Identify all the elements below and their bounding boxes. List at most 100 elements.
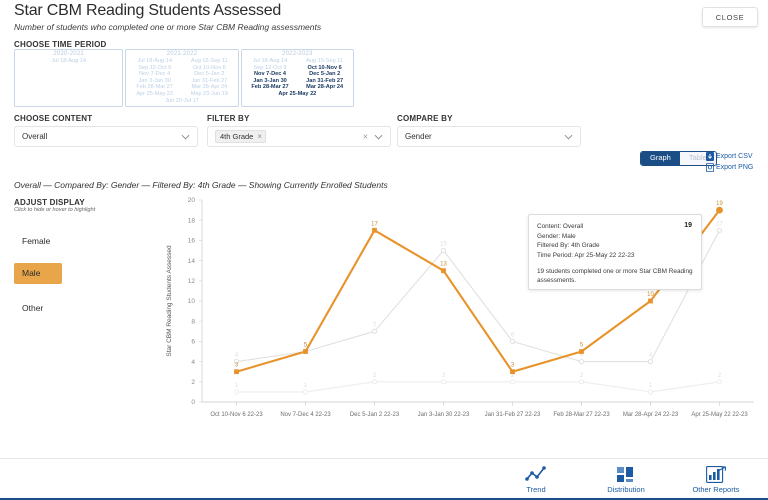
time-period-option[interactable]: Dec 5-Jan 2: [194, 71, 225, 78]
choose-content-label: CHOOSE CONTENT: [14, 114, 93, 123]
nav-item-other-reports-label: Other Reports: [692, 485, 740, 494]
time-period-option[interactable]: Jan 3-Jan 30: [138, 77, 171, 84]
choose-content-select[interactable]: Overall: [14, 126, 198, 147]
series-other: 1 1 2 2 2 2 1 2: [233, 373, 723, 395]
time-period-option[interactable]: Jan 31-Feb 27: [306, 77, 344, 84]
y-axis-tick-label: 2: [191, 379, 195, 386]
time-period-year-label: 2020-2021: [53, 51, 84, 57]
time-period-option[interactable]: Feb 28-Mar 27: [136, 84, 174, 91]
filter-chip-4th-grade[interactable]: 4th Grade ×: [215, 130, 267, 143]
chevron-down-icon: [181, 132, 190, 141]
tooltip-gender: Gender: Male: [537, 232, 576, 240]
time-period-option[interactable]: Jan 31-Feb 27: [191, 77, 228, 84]
data-point: [441, 268, 446, 274]
y-axis-tick-label: 4: [191, 359, 195, 366]
time-period-selector[interactable]: 2020-2021 Jul 18-Aug 14 2021-2022 Jul 18-Au…: [14, 49, 354, 107]
time-period-option[interactable]: Oct 10-Nov 6: [307, 64, 342, 71]
filter-clear-icon[interactable]: ×: [362, 131, 368, 141]
data-point-label: 1: [649, 383, 653, 389]
time-period-option[interactable]: Sep 12-Oct 9: [138, 64, 172, 71]
nav-item-trend[interactable]: Trend: [506, 465, 566, 494]
series-male: 3 5 17 13 3 5 10 19: [234, 201, 723, 375]
data-point: [302, 389, 309, 395]
distribution-bars-icon: [616, 465, 636, 484]
data-point: [578, 379, 585, 385]
legend-item-male[interactable]: Male: [14, 263, 62, 284]
x-axis-tick-label: Apr 25-May 22 22-23: [691, 412, 748, 418]
export-csv-button[interactable]: Export CSV: [706, 152, 753, 161]
data-point: [648, 298, 653, 304]
data-point-label: 10: [647, 292, 654, 298]
data-point-label: 2: [580, 373, 584, 379]
time-period-option[interactable]: Aug 15-Sep 11: [306, 58, 344, 64]
data-point-label: 13: [440, 262, 447, 268]
time-period-option[interactable]: Mar 28-Apr 24: [306, 84, 344, 91]
close-button[interactable]: CLOSE: [702, 7, 758, 27]
filter-by-select[interactable]: 4th Grade × ×: [207, 126, 391, 147]
page-title: Star CBM Reading Students Assessed: [14, 2, 282, 19]
time-period-option[interactable]: Jul 18-Aug 14: [137, 58, 172, 64]
export-png-icon: [706, 163, 714, 172]
data-point-label: 17: [716, 221, 723, 227]
time-period-option[interactable]: Nov 7-Dec 4: [253, 71, 287, 78]
time-period-option[interactable]: Nov 7-Dec 4: [139, 71, 171, 78]
data-point-label: 17: [371, 221, 378, 227]
tooltip-filtered: Filtered By: 4th Grade: [537, 242, 600, 250]
time-period-option[interactable]: Oct 10-Nov 6: [192, 64, 226, 71]
time-period-grid: Jul 18-Aug 14 Aug 15-Sep 11 Sep 12-Oct 9 Oc…: [126, 57, 237, 104]
time-period-option[interactable]: Jan 3-Jan 30: [253, 77, 287, 84]
series-line: [236, 381, 720, 393]
data-point: [233, 359, 240, 365]
other-reports-icon: [705, 465, 727, 484]
data-point-label: 19: [716, 201, 723, 207]
adjust-display-hint: Click to hide or hover to highlight: [14, 207, 96, 213]
data-point: [578, 359, 585, 365]
time-period-option[interactable]: May 23-Jun 19: [190, 90, 228, 97]
tooltip-value: 19: [684, 222, 692, 229]
data-point-label: 3: [511, 363, 515, 369]
data-point-label: 5: [304, 343, 308, 349]
data-point-label: 4: [235, 353, 239, 359]
legend-item-other[interactable]: Other: [22, 303, 44, 313]
time-period-option[interactable]: Jun 20-Jul 17: [165, 97, 199, 104]
time-period-option[interactable]: Sep 12-Oct 9: [253, 64, 287, 71]
export-png-button[interactable]: Export PNG: [706, 163, 753, 172]
time-period-option[interactable]: Jul 18-Aug 14: [252, 58, 288, 64]
data-point-label: 1: [235, 383, 239, 389]
compare-by-select[interactable]: Gender: [397, 126, 581, 147]
data-point-label: 2: [718, 373, 722, 379]
data-point: [440, 379, 447, 385]
data-point: [510, 369, 515, 375]
x-axis-tick-label: Jan 31-Feb 27 22-23: [485, 412, 541, 418]
tab-graph[interactable]: Graph: [641, 152, 680, 166]
time-period-option[interactable]: Dec 5-Jan 2: [309, 71, 341, 78]
x-axis-tick-label: Oct 10-Nov 6 22-23: [210, 412, 263, 418]
time-period-column-2022-2023: 2022-2023 Jul 18-Aug 14 Aug 15-Sep 11 Sep 1…: [240, 49, 354, 107]
nav-item-other-reports[interactable]: Other Reports: [686, 465, 746, 494]
time-period-option[interactable]: Apr 25-May 22: [278, 90, 317, 97]
nav-item-distribution[interactable]: Distribution: [596, 465, 656, 494]
choose-content-value: Overall: [22, 132, 48, 141]
filter-chip-remove-icon[interactable]: ×: [257, 132, 263, 141]
time-period-option[interactable]: Apr 25-May 22: [136, 90, 174, 97]
data-point-label: 2: [373, 373, 377, 379]
data-point: [303, 349, 308, 354]
data-point-label: 2: [511, 373, 515, 379]
y-axis-tick-label: 8: [191, 318, 195, 325]
time-period-option[interactable]: Aug 15-Sep 11: [190, 58, 228, 64]
time-period-option[interactable]: Mar 28-Apr 24: [191, 84, 228, 91]
x-axis-tick-label: Jan 3-Jan 30 22-23: [418, 412, 470, 418]
chart-tooltip: 19 Content: Overall Gender: Male Filtere…: [528, 214, 702, 290]
time-period-option[interactable]: Jul 18-Aug 14: [51, 58, 86, 64]
series-line: [236, 209, 721, 373]
legend-item-female[interactable]: Female: [22, 236, 51, 246]
time-period-option[interactable]: Feb 28-Mar 27: [251, 84, 289, 91]
data-point: [233, 389, 240, 395]
filter-chip-label: 4th Grade: [220, 132, 254, 141]
export-csv-label: Export CSV: [716, 153, 753, 160]
tooltip-period: Time Period: Apr 25-May 22 22-23: [537, 251, 635, 259]
bottom-nav-rule: [0, 498, 768, 500]
series-line: [236, 230, 720, 363]
y-axis-tick-label: 10: [188, 298, 196, 305]
